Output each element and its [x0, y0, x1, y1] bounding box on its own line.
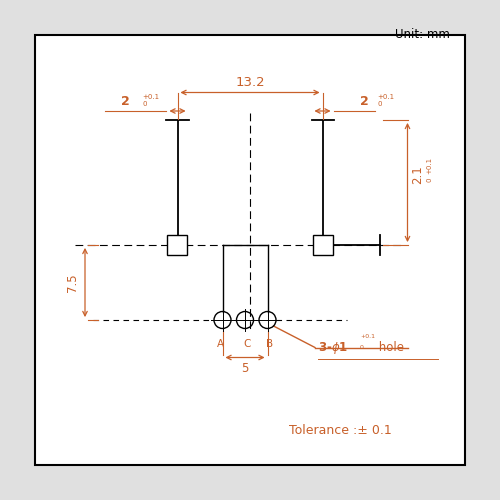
- Text: 5: 5: [242, 362, 248, 374]
- Text: 13.2: 13.2: [235, 76, 265, 88]
- Text: hole: hole: [375, 341, 404, 354]
- Text: 0: 0: [360, 345, 364, 350]
- Text: C: C: [244, 339, 251, 349]
- Text: 0: 0: [426, 178, 432, 182]
- Text: A: A: [216, 339, 224, 349]
- Bar: [35, 35, 465, 465]
- Text: Unit: mm: Unit: mm: [395, 28, 450, 40]
- Text: 0: 0: [142, 100, 147, 106]
- Text: +0.1: +0.1: [378, 94, 394, 100]
- Text: 3-$\phi$1: 3-$\phi$1: [318, 340, 348, 355]
- Bar: [312, 235, 332, 255]
- Text: Tolerance :± 0.1: Tolerance :± 0.1: [288, 424, 392, 436]
- Text: 0: 0: [378, 100, 382, 106]
- Text: +0.1: +0.1: [142, 94, 160, 100]
- Text: 7.5: 7.5: [66, 273, 79, 292]
- Text: B: B: [266, 339, 274, 349]
- Text: +0.1: +0.1: [426, 156, 432, 174]
- Text: 2: 2: [120, 95, 130, 108]
- Text: 2: 2: [360, 95, 369, 108]
- Text: 2.1: 2.1: [412, 166, 424, 184]
- Bar: [168, 235, 188, 255]
- Text: +0.1: +0.1: [360, 334, 375, 339]
